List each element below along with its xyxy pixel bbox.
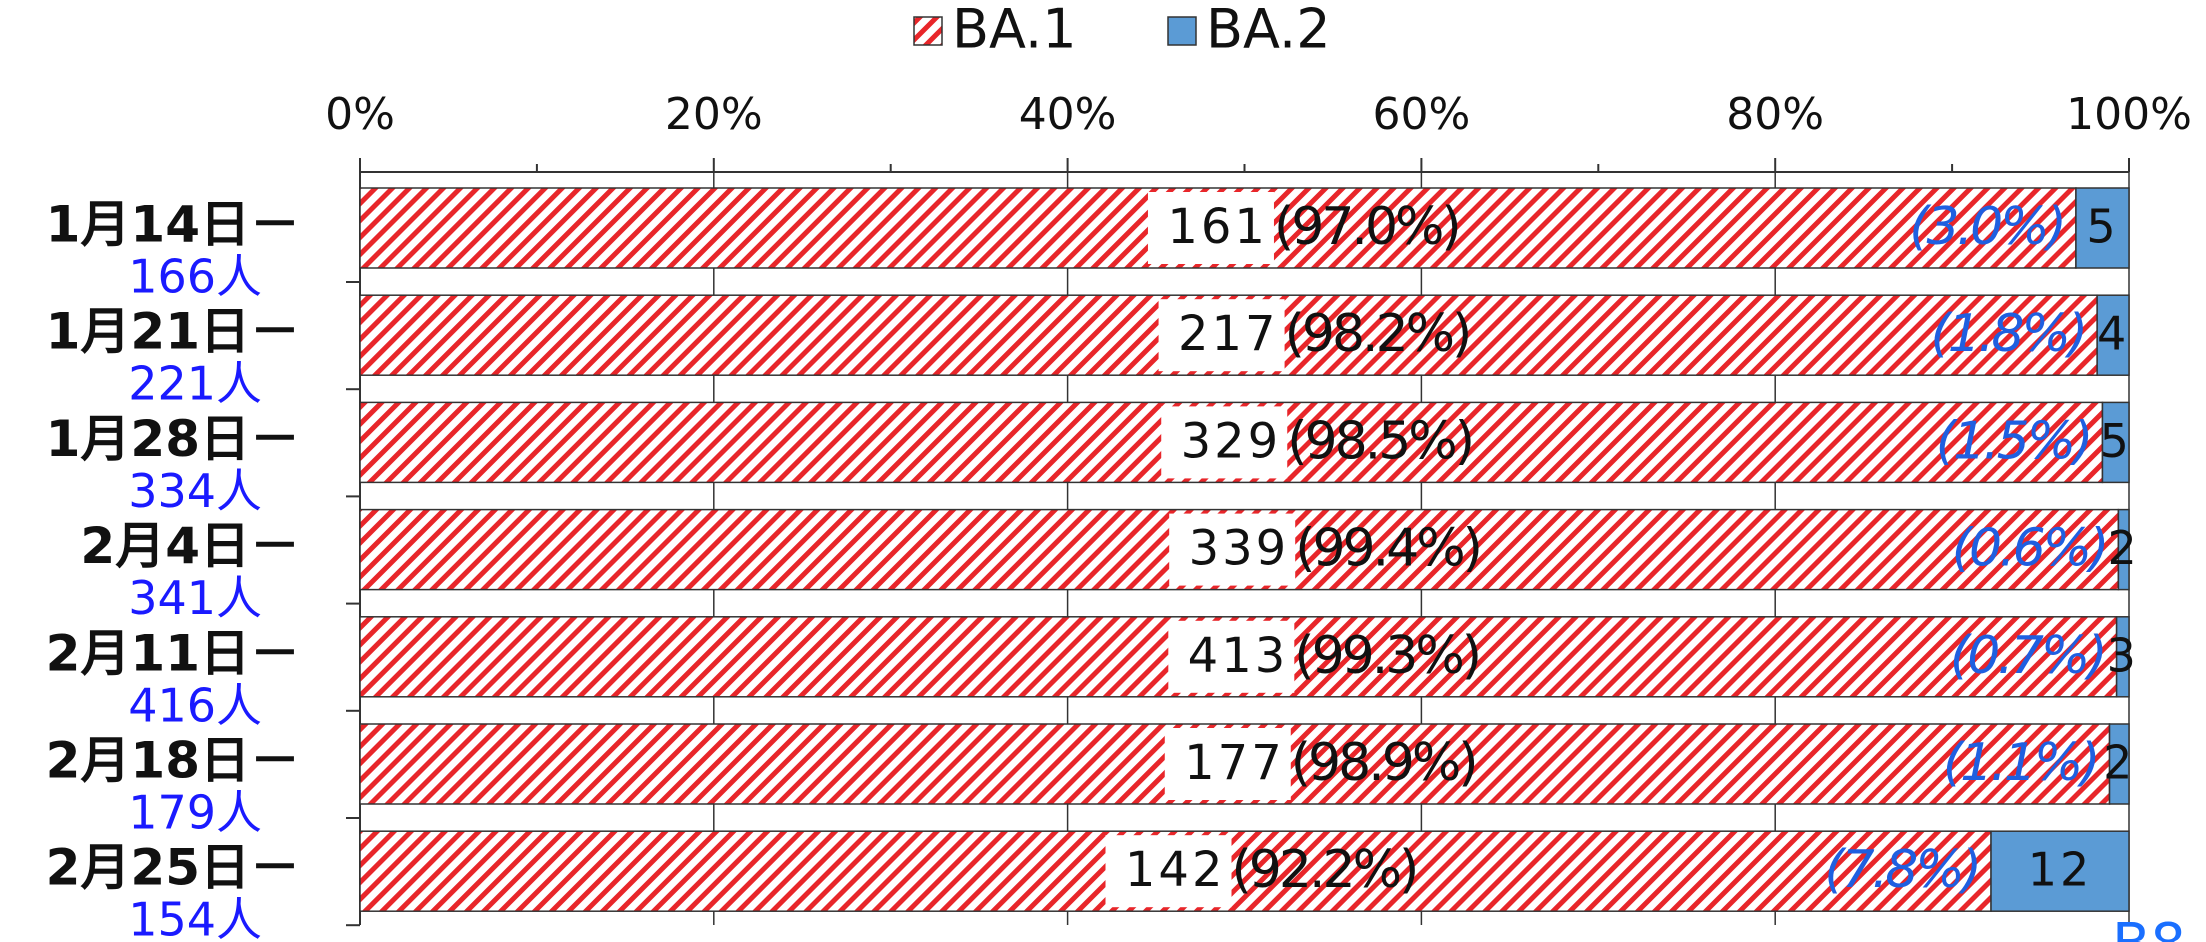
value-label: (98.2%) [1285, 304, 1470, 364]
count-label: 3 [2107, 628, 2139, 682]
value-label: (0.6%) [1952, 519, 2107, 579]
value-label: (92.2%) [1232, 840, 1417, 900]
bar-segment [2117, 508, 2130, 591]
count-label: 161 [1167, 199, 1268, 255]
x-tick-label: 0% [325, 89, 395, 140]
category-total: 334人 [128, 464, 262, 518]
bar-segment [2075, 187, 2130, 269]
category-total: 179人 [128, 786, 262, 840]
count-label: 4 [2097, 307, 2129, 361]
count-label: 413 [1188, 628, 1289, 684]
count-box [1169, 513, 1296, 586]
value-label: (98.9%) [1291, 733, 1476, 793]
category-label: 2月4日－ [80, 517, 300, 575]
count-box [1168, 620, 1295, 693]
bar-segment [2096, 294, 2130, 376]
x-tick-label: 80% [1726, 89, 1824, 140]
bar-segment [2101, 401, 2130, 484]
count-label: 5 [2086, 200, 2118, 254]
value-label: (1.1%) [1943, 733, 2098, 793]
value-label: (3.0%) [1909, 197, 2064, 257]
category-total: 341人 [128, 571, 262, 625]
count-label: 177 [1184, 735, 1285, 791]
bar-segment [2108, 723, 2130, 805]
value-label: (1.8%) [1930, 304, 2085, 364]
value-label: (0.7%) [1950, 626, 2105, 686]
bar-segment [1990, 830, 2130, 912]
value-label: (99.4%) [1295, 519, 1480, 579]
count-box [1147, 192, 1274, 264]
corner-label: B8 [2112, 912, 2186, 942]
count-label: 2 [2103, 736, 2135, 790]
category-label: 2月25日－ [46, 839, 300, 897]
count-label: 339 [1189, 521, 1290, 577]
bar-segment [2115, 616, 2130, 698]
category-label: 2月18日－ [46, 732, 300, 790]
count-box [1164, 728, 1291, 800]
category-label: 1月14日－ [46, 196, 300, 254]
legend-swatch [913, 16, 943, 46]
x-tick-label: 100% [2066, 89, 2192, 140]
category-total: 416人 [128, 678, 262, 732]
value-label: (1.5%) [1936, 411, 2091, 471]
count-label: 142 [1125, 842, 1226, 898]
x-tick-label: 60% [1373, 89, 1471, 140]
count-label: 2 [2108, 521, 2140, 575]
count-box [1105, 835, 1232, 908]
legend-label: BA.1 [952, 0, 1077, 61]
value-label: (99.3%) [1294, 626, 1479, 686]
category-total: 154人 [128, 893, 262, 942]
count-box [1161, 406, 1288, 479]
x-tick-label: 40% [1019, 89, 1117, 140]
count-label: 5 [2100, 414, 2132, 468]
legend-swatch [1167, 16, 1197, 46]
value-label: (7.8%) [1824, 840, 1979, 900]
count-box [1158, 299, 1285, 372]
category-total: 221人 [128, 357, 262, 411]
x-tick-label: 20% [665, 89, 763, 140]
legend-label: BA.2 [1206, 0, 1331, 61]
count-label: 12 [2028, 843, 2093, 897]
count-label: 329 [1181, 413, 1282, 469]
category-label: 1月28日－ [46, 410, 300, 468]
category-total: 166人 [128, 250, 262, 304]
category-label: 2月11日－ [46, 624, 300, 682]
value-label: (98.5%) [1287, 411, 1472, 471]
category-label: 1月21日－ [46, 303, 300, 361]
count-label: 217 [1178, 306, 1279, 362]
value-label: (97.0%) [1274, 197, 1459, 257]
